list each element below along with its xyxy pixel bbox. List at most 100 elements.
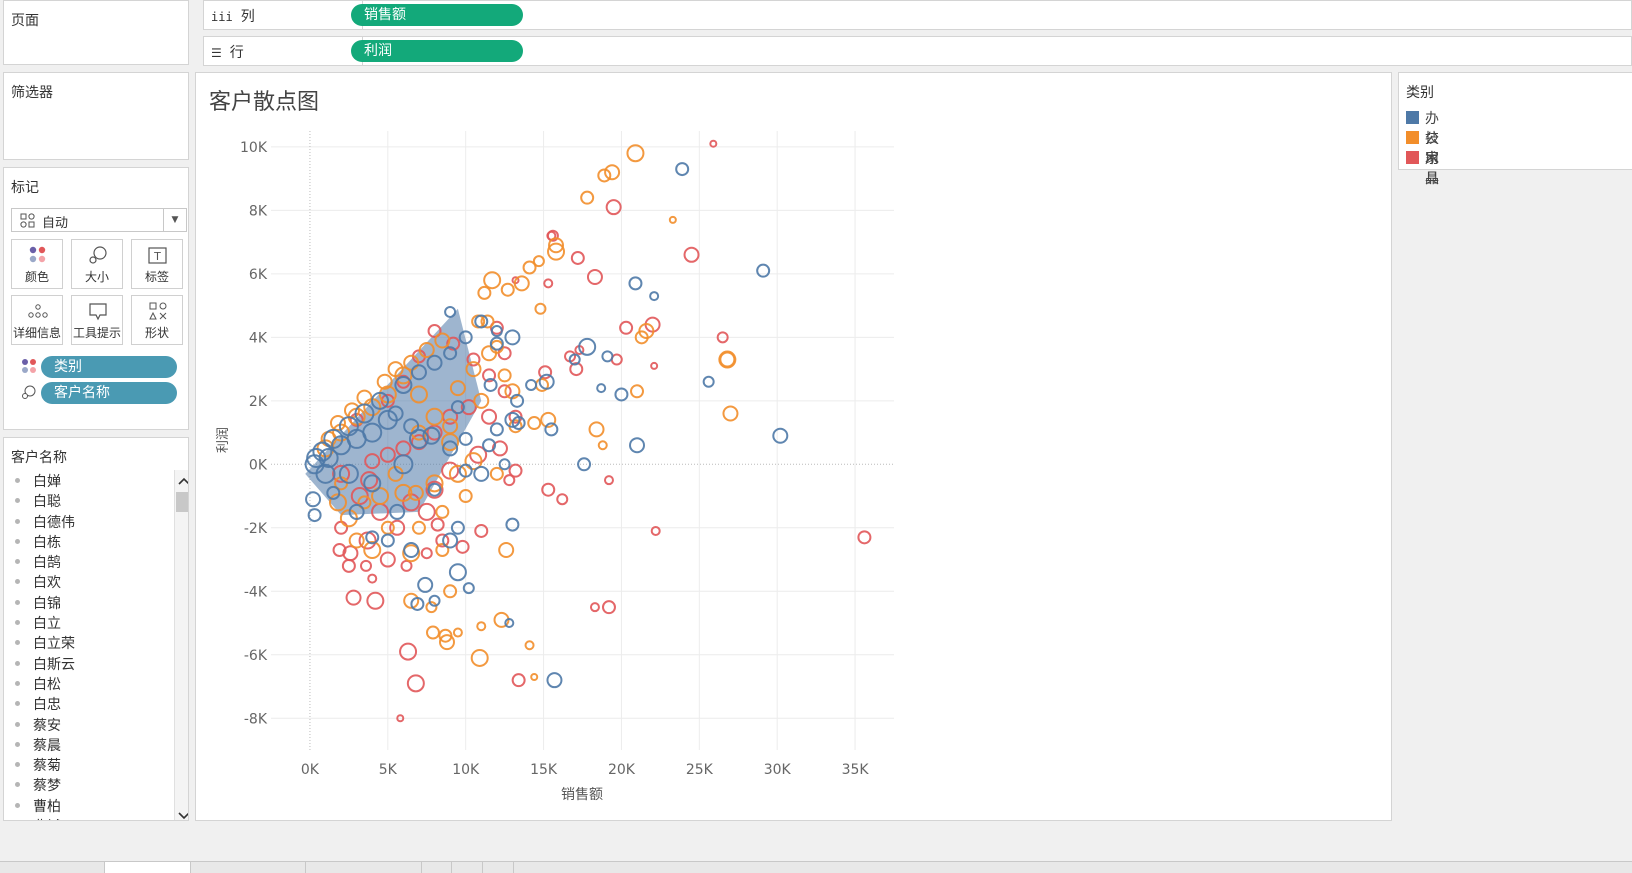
bullet-icon (15, 518, 20, 524)
chart-axes: 0K 5K 10K 15K 20K 25K 30K 35K -8K -6K -4K -2K 0K 2K 4K… (240, 140, 869, 778)
scatter-point (425, 480, 444, 499)
columns-pill-sales[interactable]: 销售额 (351, 4, 523, 26)
customer-list-item[interactable]: 白锦 (4, 592, 174, 612)
shape-button[interactable]: 形状 (131, 295, 183, 345)
scatter-point (498, 458, 511, 471)
columns-shelf-label: iii 列 (211, 6, 255, 26)
customer-name: 白立 (33, 616, 61, 633)
x-axis-label: 销售额 (561, 787, 603, 803)
customer-list-item[interactable]: 白聪 (4, 490, 174, 510)
customer-list-item[interactable]: 白婵 (4, 470, 174, 490)
scatter-point (756, 263, 771, 278)
color-button[interactable]: 颜色 (11, 239, 63, 289)
detail-button[interactable]: 详细信息 (11, 295, 63, 345)
scatter-point (510, 393, 525, 408)
scatter-point (477, 285, 492, 300)
scatter-point (483, 377, 498, 392)
scatter-point (363, 474, 382, 493)
columns-icon: iii (211, 10, 233, 24)
rows-shelf-label: ☰ 行 (211, 42, 244, 62)
rows-shelf[interactable]: ☰ 行 利润 (203, 36, 1632, 66)
scatter-point (438, 634, 455, 651)
columns-shelf[interactable]: iii 列 销售额 (203, 0, 1632, 30)
y-tick-label: 0K (249, 457, 268, 473)
scatter-point (458, 330, 473, 345)
mark-type-dropdown[interactable]: 自动 ▼ (11, 208, 187, 232)
customer-list-item[interactable]: 蔡梦 (4, 774, 174, 794)
detail-icon (28, 304, 48, 318)
scatter-point (556, 493, 569, 506)
customer-list-item[interactable]: 白立 (4, 612, 174, 632)
marks-pill-customer[interactable]: 客户名称 (41, 382, 177, 404)
size-button[interactable]: 大小 (71, 239, 123, 289)
sheet-tab[interactable] (452, 862, 483, 873)
columns-label: 列 (240, 9, 255, 25)
scatter-point (326, 485, 341, 500)
customer-list-item[interactable]: 白栋 (4, 531, 174, 551)
sheet-tab-active[interactable] (105, 862, 191, 873)
label-button[interactable]: T 标签 (131, 239, 183, 289)
customer-list-item[interactable]: 蔡菊 (4, 754, 174, 774)
customer-list-item[interactable]: 白立荣 (4, 632, 174, 652)
sheet-tab[interactable] (422, 862, 452, 873)
scatter-point (448, 464, 467, 483)
customer-list-item[interactable]: 蔡晨 (4, 734, 174, 754)
y-tick-label: 8K (249, 203, 268, 219)
marks-pill-category[interactable]: 类别 (41, 356, 177, 378)
scatter-point (480, 314, 495, 329)
bullet-icon (15, 599, 20, 605)
scatter-point (527, 416, 542, 431)
sheet-tab[interactable] (0, 862, 105, 873)
scatter-point (568, 353, 581, 366)
x-tick-label: 25K (686, 762, 714, 778)
customer-list-item[interactable]: 白忠 (4, 693, 174, 713)
chevron-down-icon[interactable] (175, 808, 189, 821)
sheet-tab[interactable] (306, 862, 422, 873)
chevron-down-icon[interactable]: ▼ (163, 209, 186, 231)
scatter-point (538, 365, 553, 380)
pages-card[interactable]: 页面 (3, 0, 189, 65)
customer-list-item[interactable]: 白德伟 (4, 511, 174, 531)
scatter-point (341, 558, 356, 573)
scatter-point (532, 255, 545, 268)
customer-list-item[interactable]: 白鹄 (4, 551, 174, 571)
rows-icon: ☰ (211, 46, 222, 60)
scatter-point (371, 487, 390, 506)
bullet-icon (15, 660, 20, 666)
customer-list-item[interactable]: 白欢 (4, 571, 174, 591)
scatter-chart[interactable]: 客户散点图 0K 5K 10K 15K 20K 25K 30K 35K -8K -6K -4K -2K… (196, 73, 1391, 820)
customer-list-item[interactable]: 白松 (4, 673, 174, 693)
scatter-point (614, 387, 629, 402)
customer-list-item[interactable]: 曹柏 (4, 795, 174, 815)
scatter-point (473, 465, 490, 482)
customer-list[interactable]: 白婵白聪白德伟白栋白鹄白欢白锦白立白立荣白斯云白松白忠蔡安蔡晨蔡菊蔡梦曹柏曹斌 (4, 470, 174, 820)
customer-name: 白松 (33, 676, 61, 693)
scatter-point (541, 482, 556, 497)
scatter-point (377, 409, 398, 430)
scatter-point (522, 260, 537, 275)
scatter-point (489, 320, 504, 335)
customer-list-scrollbar[interactable] (174, 470, 189, 821)
bullet-icon (15, 680, 20, 686)
customer-name: 白立荣 (33, 636, 75, 653)
customer-list-item[interactable]: 曹斌 (4, 815, 174, 820)
sheet-tab[interactable] (191, 862, 306, 873)
scrollbar-thumb[interactable] (176, 492, 188, 512)
scatter-point (489, 336, 504, 351)
scatter-point (428, 594, 441, 607)
scatter-point (452, 627, 463, 638)
tooltip-button[interactable]: 工具提示 (71, 295, 123, 345)
customer-list-item[interactable]: 蔡安 (4, 714, 174, 734)
scatter-point (389, 503, 406, 520)
filters-card[interactable]: 筛选器 (3, 72, 189, 160)
customer-filter-card: 客户名称 白婵 白聪 白德伟 白栋 白鹄 白欢 白锦 白立 白立荣 白斯云 白松 白忠 蔡安 蔡晨 蔡菊 蔡梦… (3, 437, 189, 821)
x-tick-label: 5K (379, 762, 398, 778)
scatter-point (409, 385, 428, 404)
scatter-point (497, 368, 512, 383)
customer-list-item[interactable]: 白斯云 (4, 653, 174, 673)
scatter-point (482, 368, 497, 383)
rows-pill-profit[interactable]: 利润 (351, 40, 523, 62)
scatter-point (394, 375, 413, 394)
chevron-up-icon[interactable] (175, 473, 189, 489)
sheet-tab[interactable] (483, 862, 514, 873)
